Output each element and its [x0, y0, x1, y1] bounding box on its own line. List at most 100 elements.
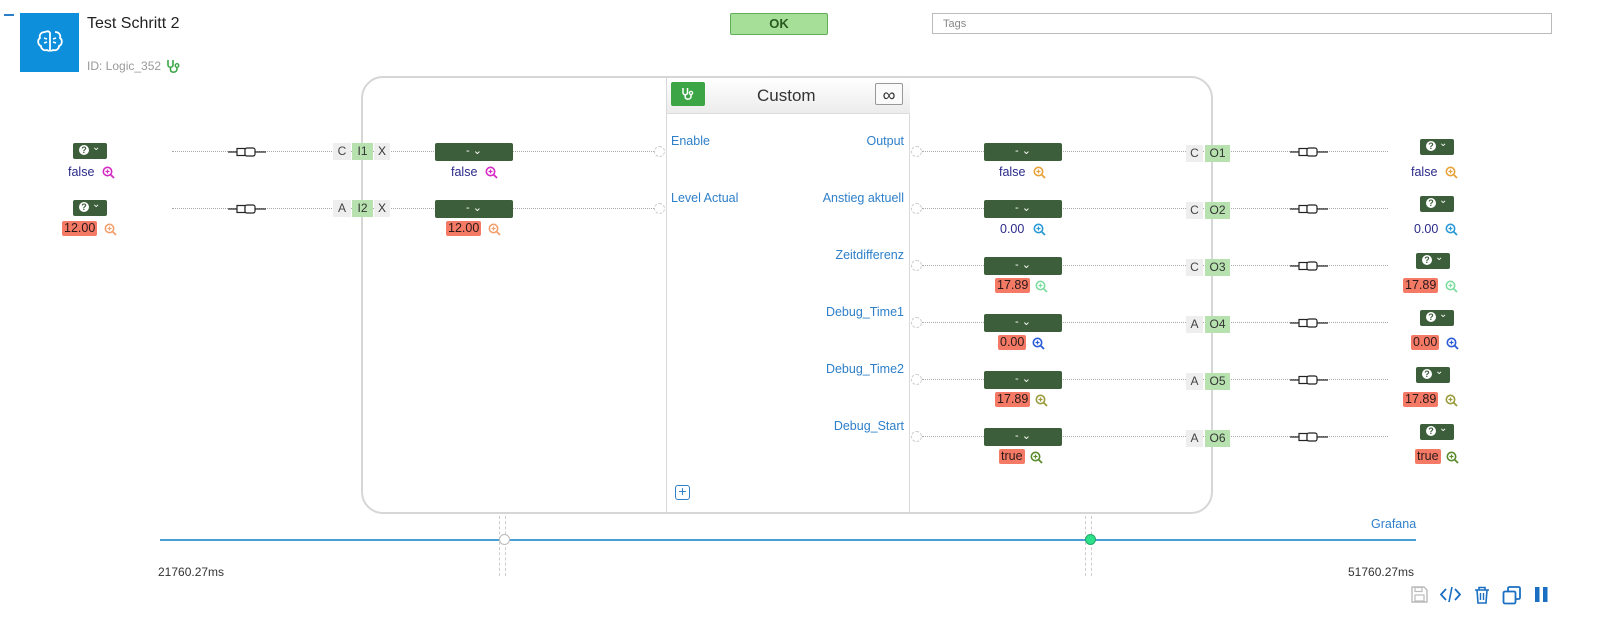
input-id[interactable]: I2 [352, 200, 373, 217]
add-port-button[interactable]: + [675, 484, 690, 500]
magnifier-plus-icon[interactable] [1035, 394, 1048, 407]
output-port-label: Debug_Start [833, 419, 904, 433]
collapse-button[interactable] [4, 14, 14, 16]
magnifier-plus-icon[interactable] [1445, 394, 1458, 407]
output-mode[interactable]: C [1186, 202, 1203, 219]
source-type-dropdown[interactable]: ? ⌄ [73, 199, 107, 216]
input-port-connector[interactable] [654, 203, 665, 214]
target-value: 0.00 [1411, 335, 1440, 350]
output-mode[interactable]: C [1186, 145, 1203, 162]
magnifier-plus-icon[interactable] [1033, 166, 1046, 179]
stethoscope-icon[interactable] [166, 59, 180, 74]
input-remove[interactable]: X [374, 143, 390, 160]
magnifier-plus-icon[interactable] [104, 223, 117, 236]
magnifier-plus-icon[interactable] [102, 166, 115, 179]
plug-connector-icon[interactable] [1290, 259, 1328, 273]
output-id[interactable]: O2 [1205, 202, 1230, 219]
logic-tile [20, 13, 79, 72]
magnifier-plus-icon[interactable] [1445, 166, 1458, 179]
grafana-link[interactable]: Grafana [1371, 517, 1417, 531]
magnifier-plus-icon[interactable] [485, 166, 498, 179]
input-id[interactable]: I1 [352, 143, 373, 160]
output-mode[interactable]: A [1186, 316, 1203, 333]
tags-input[interactable] [932, 13, 1552, 34]
timeline-start-handle[interactable] [499, 534, 510, 545]
magnifier-plus-icon[interactable] [1032, 337, 1045, 350]
output-port-connector[interactable] [911, 260, 922, 271]
input-dropdown[interactable]: - ⌄ [435, 200, 513, 218]
magnifier-plus-icon[interactable] [1445, 223, 1458, 236]
target-type-dropdown[interactable]: ? ⌄ [1416, 252, 1450, 269]
output-id[interactable]: O3 [1205, 259, 1230, 276]
target-value: true [1415, 449, 1441, 464]
plug-connector-icon[interactable] [1290, 145, 1328, 159]
output-dropdown[interactable]: - ⌄ [984, 371, 1062, 389]
copy-icon[interactable] [1502, 586, 1522, 605]
magnifier-plus-icon[interactable] [488, 223, 501, 236]
output-id[interactable]: O1 [1205, 145, 1230, 162]
output-dropdown[interactable]: - ⌄ [984, 143, 1062, 161]
output-id[interactable]: O4 [1205, 316, 1230, 333]
output-mode[interactable]: C [1186, 259, 1203, 276]
debug-button[interactable] [671, 82, 705, 106]
output-value: true [999, 449, 1025, 464]
output-id[interactable]: O5 [1205, 373, 1230, 390]
timeline-current-handle[interactable] [1085, 534, 1096, 545]
target-type-dropdown[interactable]: ? ⌄ [1420, 309, 1454, 326]
plug-connector-icon[interactable] [1290, 202, 1328, 216]
source-type-dropdown[interactable]: ? ⌄ [73, 142, 107, 159]
trash-icon[interactable] [1474, 586, 1490, 604]
input-mode[interactable]: C [333, 143, 351, 160]
status-ok-button[interactable]: OK [730, 13, 828, 35]
output-port-connector[interactable] [911, 146, 922, 157]
output-dropdown[interactable]: - ⌄ [984, 200, 1062, 218]
output-dropdown[interactable]: - ⌄ [984, 428, 1062, 446]
output-dropdown[interactable]: - ⌄ [984, 257, 1062, 275]
connection-line [922, 379, 1388, 380]
output-port-connector[interactable] [911, 374, 922, 385]
source-value: 12.00 [62, 221, 98, 236]
plug-connector-icon[interactable] [1290, 373, 1328, 387]
plug-connector-icon[interactable] [1290, 316, 1328, 330]
save-icon[interactable] [1411, 586, 1428, 603]
output-port-connector[interactable] [911, 317, 922, 328]
timeline-track[interactable] [160, 539, 1416, 541]
magnifier-plus-icon[interactable] [1033, 223, 1046, 236]
magnifier-plus-icon[interactable] [1446, 337, 1459, 350]
input-remove[interactable]: X [374, 200, 390, 217]
output-id[interactable]: O6 [1205, 430, 1230, 447]
input-value: 12.00 [446, 221, 482, 236]
input-port-connector[interactable] [654, 146, 665, 157]
output-dropdown[interactable]: - ⌄ [984, 314, 1062, 332]
timeline-start-label: 21760.27ms [158, 565, 225, 579]
magnifier-plus-icon[interactable] [1445, 280, 1458, 293]
input-mode[interactable]: A [333, 200, 351, 217]
plug-connector-icon[interactable] [228, 202, 266, 216]
target-type-dropdown[interactable]: ? ⌄ [1416, 366, 1450, 383]
target-type-dropdown[interactable]: ? ⌄ [1420, 423, 1454, 440]
input-dropdown[interactable]: - ⌄ [435, 143, 513, 161]
output-mode[interactable]: A [1186, 373, 1203, 390]
target-value: 0.00 [1414, 222, 1439, 236]
output-mode[interactable]: A [1186, 430, 1203, 447]
block-divider-right [909, 78, 910, 514]
logic-block-frame [361, 76, 1213, 514]
magnifier-plus-icon[interactable] [1035, 280, 1048, 293]
pause-icon[interactable] [1534, 586, 1549, 603]
target-type-dropdown[interactable]: ? ⌄ [1420, 138, 1454, 155]
connection-line [922, 151, 1388, 152]
target-value: 17.89 [1403, 392, 1439, 407]
plug-connector-icon[interactable] [228, 145, 266, 159]
plug-connector-icon[interactable] [1290, 430, 1328, 444]
output-port-connector[interactable] [911, 203, 922, 214]
output-value: 0.00 [998, 335, 1027, 350]
infinity-button[interactable]: ∞ [875, 83, 903, 105]
code-icon[interactable] [1440, 586, 1461, 603]
target-type-dropdown[interactable]: ? ⌄ [1420, 195, 1454, 212]
magnifier-plus-icon[interactable] [1030, 451, 1043, 464]
output-port-connector[interactable] [911, 431, 922, 442]
output-value: 0.00 [1000, 222, 1025, 236]
input-value: false [451, 165, 478, 179]
magnifier-plus-icon[interactable] [1446, 451, 1459, 464]
connection-line [922, 436, 1388, 437]
